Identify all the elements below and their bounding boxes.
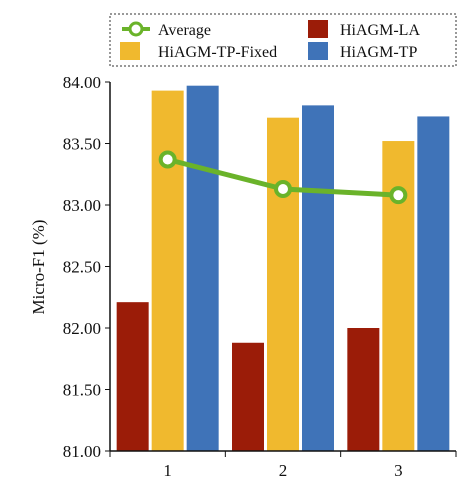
average-point-1 — [158, 150, 177, 169]
y-tick-label: 84.00 — [63, 73, 101, 92]
bar-hiagm-tp-1 — [186, 85, 219, 451]
legend-circle-marker — [128, 21, 144, 37]
average-point-3 — [389, 186, 408, 205]
y-tick-label: 83.00 — [63, 196, 101, 215]
y-axis-title: Micro-F1 (%) — [29, 220, 48, 315]
legend-border — [109, 13, 457, 67]
bar-hiagm-la-3 — [347, 328, 380, 451]
bar-hiagm-la-1 — [116, 302, 149, 451]
axes: 81.00 81.50 82.00 82.50 83.00 83.50 84.00 1 2 3 — [63, 73, 457, 480]
legend-item-hiagm-la: HiAGM-LA — [308, 20, 420, 39]
average-point-2 — [274, 180, 292, 199]
bar-hiagm-tp-fixed-1 — [151, 90, 184, 452]
y-tick-label: 83.50 — [63, 135, 101, 154]
legend-item-hiagm-tp-fixed: HiAGM-TP-Fixed — [120, 42, 277, 61]
average-line-group — [158, 150, 408, 205]
x-tick-label: 1 — [163, 461, 172, 480]
y-tick-label: 81.00 — [63, 442, 101, 461]
legend-item-hiagm-tp: HiAGM-TP — [308, 42, 417, 61]
bar-hiagm-tp-3 — [417, 116, 450, 451]
legend: Average HiAGM-LA HiAGM-TP-Fixed HiAGM-TP — [109, 13, 457, 67]
bar-group — [116, 85, 450, 452]
legend-label-hiagm-tp: HiAGM-TP — [340, 44, 417, 61]
bar-hiagm-tp-2 — [302, 105, 334, 452]
legend-label-hiagm-tp-fixed: HiAGM-TP-Fixed — [158, 44, 277, 61]
y-tick-label: 82.50 — [63, 258, 101, 277]
legend-swatch-hiagm-tp — [308, 42, 328, 60]
x-tick-label: 3 — [394, 461, 403, 480]
bar-hiagm-tp-fixed-2 — [267, 117, 299, 452]
legend-item-average: Average — [122, 21, 211, 39]
x-tick-label: 2 — [279, 461, 288, 480]
legend-swatch-hiagm-tp-fixed — [120, 42, 140, 60]
y-tick-label: 81.50 — [63, 381, 101, 400]
legend-swatch-hiagm-la — [308, 20, 328, 38]
legend-label-average: Average — [158, 22, 211, 39]
bar-hiagm-la-2 — [232, 342, 264, 451]
y-tick-label: 82.00 — [63, 319, 101, 338]
legend-label-hiagm-la: HiAGM-LA — [340, 22, 420, 39]
